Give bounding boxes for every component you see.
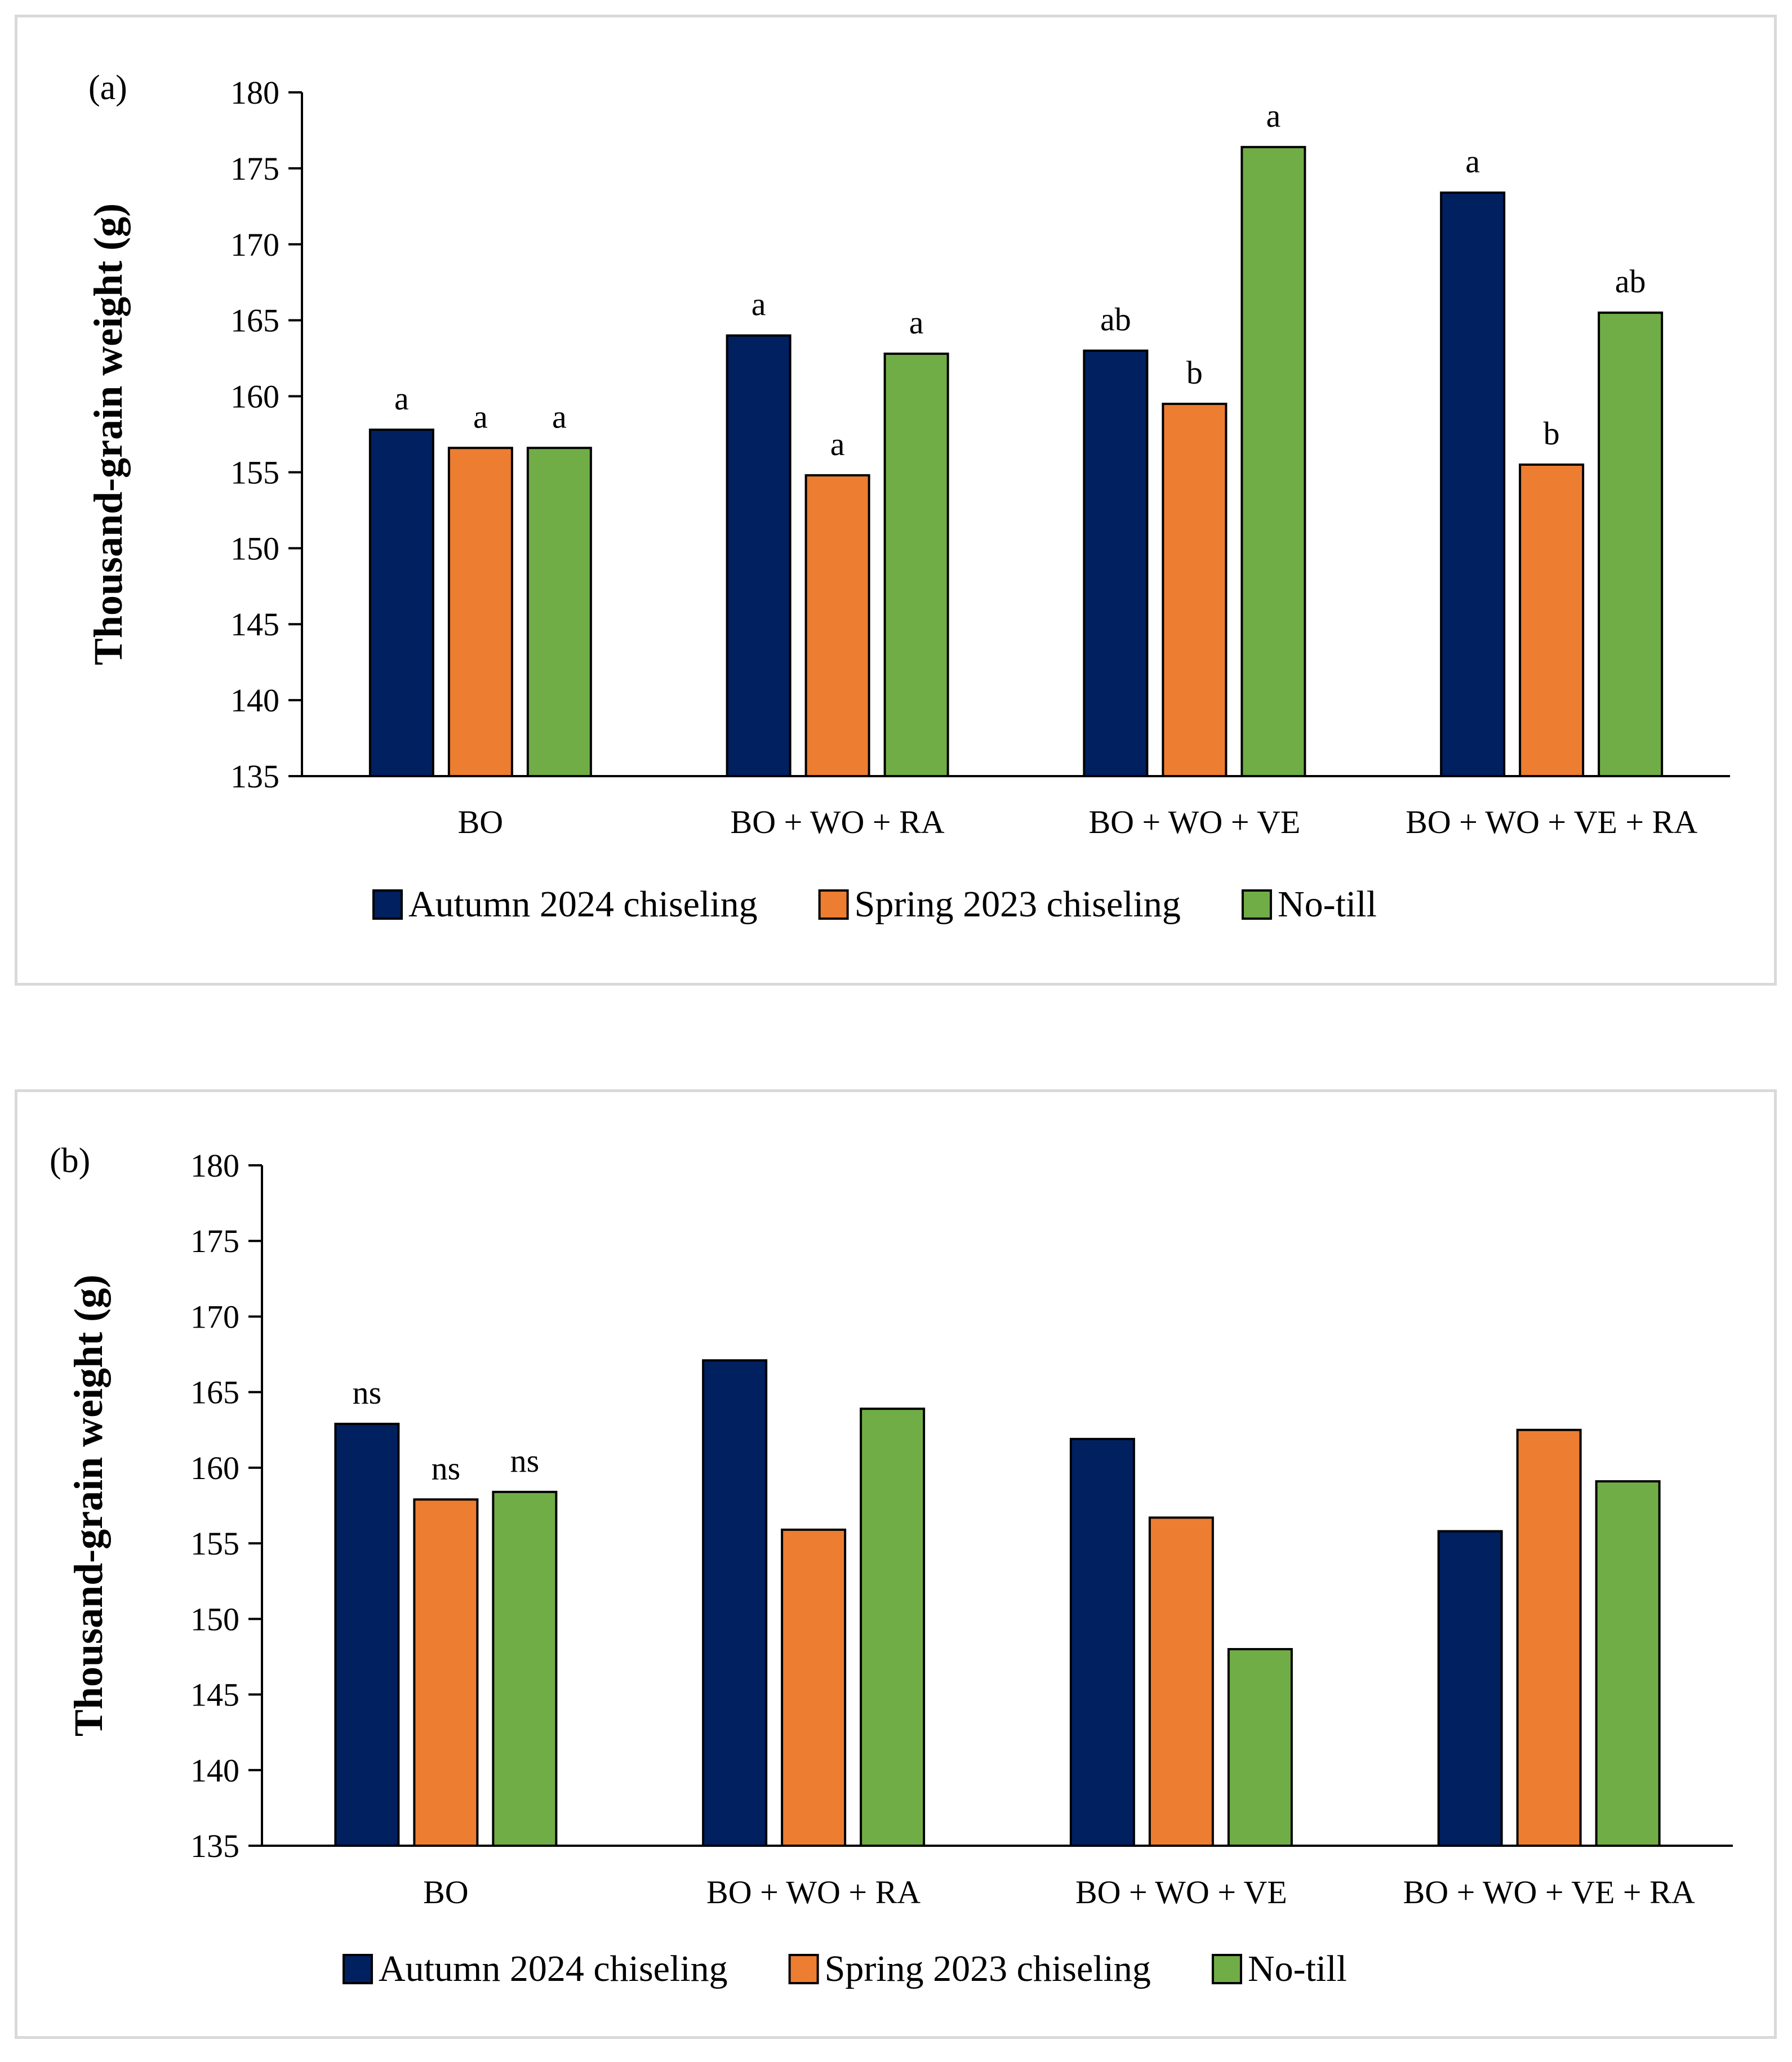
legend-label: No-till bbox=[1248, 1948, 1347, 1989]
legend-label: Spring 2023 chiseling bbox=[825, 1948, 1151, 1989]
bar bbox=[1598, 311, 1664, 777]
y-tick-label: 160 bbox=[230, 378, 279, 415]
y-tick-label: 175 bbox=[190, 1223, 239, 1259]
y-axis-label: Thousand-grain weight (g) bbox=[66, 1275, 111, 1736]
bar bbox=[413, 1498, 479, 1847]
chart-b-svg: (b) Thousand-grain weight (g) 135 140 145 150… bbox=[50, 1142, 1733, 1989]
y-tick-label: 180 bbox=[230, 74, 279, 111]
y-tick-label: 165 bbox=[190, 1374, 239, 1411]
x-category-label: BO + WO + VE bbox=[1075, 1874, 1287, 1910]
x-category-label: BO + WO + VE + RA bbox=[1406, 804, 1697, 840]
legend-swatch bbox=[818, 889, 849, 920]
legend-label: Autumn 2024 chiseling bbox=[379, 1948, 728, 1989]
y-tick-label: 180 bbox=[190, 1147, 239, 1184]
significance-label: a bbox=[394, 380, 409, 417]
x-category-label: BO bbox=[458, 804, 504, 840]
legend-swatch bbox=[343, 1954, 373, 1984]
y-tick-label: 140 bbox=[230, 682, 279, 719]
y-tick-label: 160 bbox=[190, 1450, 239, 1486]
bar bbox=[860, 1408, 926, 1847]
legend-swatch bbox=[1241, 889, 1272, 920]
y-tick-label: 165 bbox=[230, 302, 279, 339]
y-tick-label: 170 bbox=[190, 1298, 239, 1335]
bar bbox=[334, 1423, 400, 1847]
y-tick-label: 175 bbox=[230, 150, 279, 187]
x-category-label: BO + WO + RA bbox=[731, 804, 945, 840]
bar bbox=[1240, 146, 1306, 777]
bar bbox=[526, 447, 592, 777]
y-tick-label: 150 bbox=[190, 1601, 239, 1637]
bar bbox=[1519, 463, 1585, 777]
significance-label: b bbox=[1186, 354, 1203, 391]
bar bbox=[368, 428, 434, 777]
y-axis-label: Thousand-grain weight (g) bbox=[86, 203, 131, 665]
bar bbox=[804, 474, 870, 777]
y-tick-label: 135 bbox=[190, 1828, 239, 1864]
chart-panel-a: (a) Thousand-grain weight (g) 135 140 145 150… bbox=[15, 15, 1777, 986]
bar bbox=[1595, 1480, 1661, 1847]
significance-label: a bbox=[1266, 97, 1281, 134]
legend-label: Autumn 2024 chiseling bbox=[408, 884, 758, 925]
y-tick-label: 155 bbox=[190, 1525, 239, 1562]
y-tick-label: 170 bbox=[230, 226, 279, 263]
y-tick-label: 145 bbox=[190, 1677, 239, 1713]
bar bbox=[1437, 1530, 1503, 1847]
bar bbox=[492, 1490, 558, 1847]
significance-label: ns bbox=[510, 1442, 540, 1479]
legend-swatch bbox=[372, 889, 403, 920]
legend-swatch bbox=[1211, 1954, 1242, 1984]
chart-panel-b: (b) Thousand-grain weight (g) 135 140 145 150… bbox=[15, 1089, 1777, 2039]
significance-label: ab bbox=[1100, 301, 1131, 338]
bar bbox=[1440, 191, 1506, 777]
y-tick-label: 145 bbox=[230, 606, 279, 643]
bar bbox=[447, 447, 513, 777]
panel-label: (b) bbox=[50, 1142, 90, 1180]
bar bbox=[883, 353, 949, 777]
significance-label: a bbox=[1465, 143, 1480, 180]
x-category-label: BO + WO + VE + RA bbox=[1403, 1874, 1695, 1910]
bar bbox=[1083, 349, 1149, 777]
panel-label: (a) bbox=[88, 69, 127, 107]
x-category-label: BO bbox=[423, 1874, 469, 1910]
x-category-label: BO + WO + VE bbox=[1088, 804, 1300, 840]
x-category-label: BO + WO + RA bbox=[706, 1874, 921, 1910]
significance-label: ns bbox=[353, 1374, 382, 1411]
significance-label: ab bbox=[1615, 263, 1646, 300]
significance-label: a bbox=[752, 286, 766, 323]
y-tick-label: 155 bbox=[230, 454, 279, 491]
legend-label: Spring 2023 chiseling bbox=[855, 884, 1181, 925]
significance-label: a bbox=[909, 304, 924, 341]
legend-label: No-till bbox=[1278, 884, 1377, 925]
bar bbox=[781, 1528, 847, 1847]
bar bbox=[1069, 1437, 1135, 1847]
bar bbox=[1227, 1648, 1293, 1847]
significance-label: b bbox=[1544, 415, 1560, 452]
bar bbox=[1162, 403, 1228, 777]
bar bbox=[1148, 1516, 1214, 1847]
significance-label: a bbox=[830, 426, 845, 462]
significance-label: ns bbox=[432, 1450, 461, 1486]
y-tick-label: 135 bbox=[230, 758, 279, 795]
significance-label: a bbox=[552, 398, 567, 435]
chart-a-svg: (a) Thousand-grain weight (g) 135 140 145 150… bbox=[86, 69, 1730, 925]
significance-label: a bbox=[473, 398, 488, 435]
y-tick-label: 140 bbox=[190, 1752, 239, 1789]
legend-swatch bbox=[788, 1954, 819, 1984]
bar bbox=[726, 334, 791, 777]
bar bbox=[702, 1359, 768, 1847]
bar bbox=[1516, 1428, 1582, 1847]
y-tick-label: 150 bbox=[230, 530, 279, 567]
